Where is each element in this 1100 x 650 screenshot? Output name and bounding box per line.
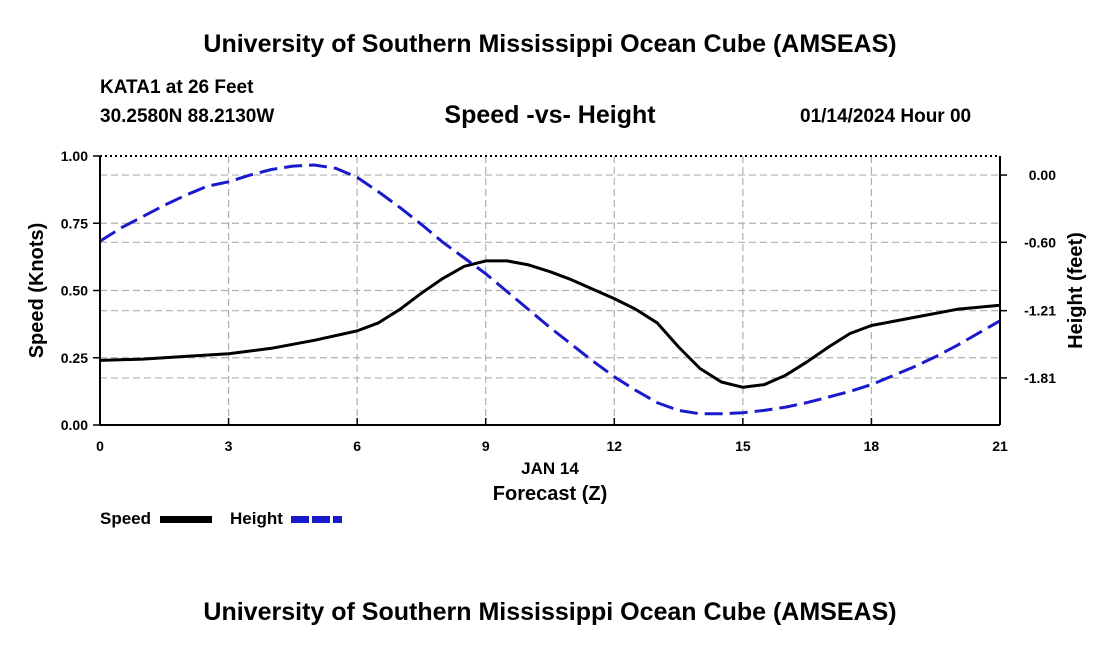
y-axis-title: Speed (Knots): [26, 223, 48, 359]
x-tick-label: 15: [735, 438, 751, 454]
main-title: University of Southern Mississippi Ocean…: [203, 30, 897, 58]
series-layer: [99, 163, 1001, 416]
y2-tick-label: -0.60: [1024, 234, 1056, 250]
y-tick-label: 0.00: [61, 417, 88, 433]
x-tick-label: 12: [606, 438, 622, 454]
y-tick-label: 0.50: [61, 283, 88, 299]
x-tick-label: 21: [992, 438, 1008, 454]
y2-tick-label: 0.00: [1029, 167, 1056, 183]
coordinates-label: 30.2580N 88.2130W: [100, 106, 275, 127]
x-axis-date-label: JAN 14: [521, 459, 579, 478]
legend-height-label: Height: [230, 509, 283, 528]
forecast-date: 01/14/2024 Hour 00: [800, 106, 972, 127]
chart-subtitle: Speed -vs- Height: [444, 101, 656, 129]
axes-layer: [93, 155, 1007, 426]
grid-layer: [100, 156, 1000, 425]
y2-tick-label: -1.81: [1024, 370, 1056, 386]
x-tick-label: 3: [225, 438, 233, 454]
x-tick-label: 6: [353, 438, 361, 454]
legend-height-swatch: [291, 516, 342, 523]
y2-tick-label: -1.21: [1024, 303, 1056, 319]
y2-axis-title: Height (feet): [1065, 232, 1087, 349]
y-tick-label: 1.00: [61, 148, 88, 164]
x-axis-title: Forecast (Z): [493, 483, 607, 505]
labels-layer: 0 3 6 9 12 15 18 21 0.00 0.25 0.50 0.75 1.00 0.00 -0.6…: [26, 148, 1087, 505]
y-tick-label: 0.75: [61, 215, 88, 231]
footer-title: University of Southern Mississippi Ocean…: [203, 598, 897, 626]
series-line-speed: [99, 259, 1001, 389]
x-tick-label: 9: [482, 438, 490, 454]
legend-speed-swatch: [160, 516, 212, 523]
y-tick-label: 0.25: [61, 350, 88, 366]
x-tick-label: 18: [864, 438, 880, 454]
series-line-height: [99, 163, 1001, 416]
legend-speed-label: Speed: [100, 509, 152, 528]
station-label: KATA1 at 26 Feet: [100, 77, 254, 98]
x-tick-label: 0: [96, 438, 104, 454]
